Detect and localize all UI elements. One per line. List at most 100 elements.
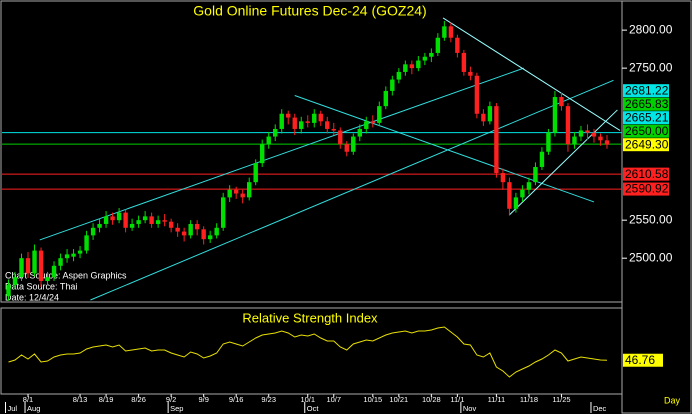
month-label: Dec xyxy=(593,404,607,413)
candle-body xyxy=(435,37,441,53)
candle-body xyxy=(591,132,597,137)
candle-body xyxy=(12,277,18,285)
candle-body xyxy=(474,75,480,114)
candle-body xyxy=(422,56,428,61)
candle-body xyxy=(266,136,271,145)
candle-body xyxy=(260,144,265,164)
level-label: 2610.58 xyxy=(625,167,669,181)
candle-body xyxy=(181,231,187,236)
note: Chart Source: Aspen Graphics xyxy=(5,270,127,280)
candle-body xyxy=(25,258,31,274)
candle-body xyxy=(129,223,135,228)
candle-body xyxy=(526,182,532,190)
x-tick-label: 9/2 xyxy=(166,395,176,404)
month-label: Nov xyxy=(463,404,477,413)
candle-body xyxy=(429,52,434,57)
candle-body xyxy=(247,182,252,198)
axis-panel xyxy=(621,0,692,414)
rsi-label-bg xyxy=(623,353,663,367)
candle-body xyxy=(110,216,115,221)
candle-body xyxy=(507,182,512,209)
candle-body xyxy=(572,136,577,145)
candle-body xyxy=(585,130,590,133)
candle-body xyxy=(194,223,200,230)
candle-body xyxy=(38,250,44,281)
x-tick-label: 11/18 xyxy=(520,395,538,404)
x-tick-label: 9/9 xyxy=(198,395,208,404)
candle-body xyxy=(51,265,57,278)
trend-line xyxy=(39,67,524,241)
candle-body xyxy=(123,212,128,228)
candle-body xyxy=(598,136,603,141)
level-label-bg xyxy=(623,97,669,111)
candle-body xyxy=(390,79,395,91)
candle-body xyxy=(253,163,258,183)
x-unit: Day xyxy=(664,395,681,405)
rsi-line xyxy=(8,326,608,378)
x-tick-label: 10/1 xyxy=(300,395,315,404)
candle-body xyxy=(292,117,297,129)
x-tick-label: 8/13 xyxy=(73,395,88,404)
level-label-bg xyxy=(623,111,669,125)
level-label-bg xyxy=(623,124,669,138)
candle-body xyxy=(71,253,76,257)
level-label: 2590.92 xyxy=(625,182,669,196)
trend-line xyxy=(90,79,614,301)
candle-body xyxy=(344,144,349,152)
candle-body xyxy=(273,128,278,137)
candle-body xyxy=(19,258,24,278)
candle-body xyxy=(305,121,310,123)
level-label-bg xyxy=(623,182,669,196)
candle-body xyxy=(84,235,89,251)
y-tick-label: 2800.00 xyxy=(629,22,673,36)
candle-body xyxy=(64,254,70,259)
candle-body xyxy=(546,132,551,152)
candle-body xyxy=(77,250,83,254)
candle-body xyxy=(325,121,330,129)
candle-body xyxy=(403,64,408,72)
candle-body xyxy=(103,216,109,224)
y-tick-label: 2500.00 xyxy=(629,250,673,264)
candle-body xyxy=(149,216,154,224)
candle-body xyxy=(364,121,369,129)
candle-body xyxy=(377,106,382,123)
month-label: Aug xyxy=(27,404,40,413)
level-label-bg xyxy=(623,84,669,98)
trend-line xyxy=(294,95,595,203)
candle-body xyxy=(500,173,506,183)
rsi-title: Relative Strength Index xyxy=(242,310,378,325)
candle-body xyxy=(383,90,389,107)
candle-body xyxy=(32,250,37,274)
level-label-bg xyxy=(623,167,669,181)
candle-body xyxy=(58,258,63,266)
candle-body xyxy=(513,197,519,209)
candle-body xyxy=(299,121,304,129)
x-tick-label: 11/11 xyxy=(488,395,506,404)
candle-body xyxy=(6,284,11,297)
x-tick-label: 11/1 xyxy=(450,395,464,404)
candle-body xyxy=(559,97,564,107)
candle-body xyxy=(168,221,174,228)
candle-body xyxy=(162,220,167,222)
month-label: Sep xyxy=(170,404,183,413)
candle-body xyxy=(455,37,460,53)
level-label-bg xyxy=(623,138,669,152)
candle-body xyxy=(481,113,486,122)
x-tick-label: 9/16 xyxy=(229,395,244,404)
level-label: 2650.00 xyxy=(625,124,669,138)
candle-body xyxy=(175,227,180,232)
candle-body xyxy=(351,136,356,152)
month-label: Oct xyxy=(307,404,320,413)
x-tick-label: 8/19 xyxy=(99,395,114,404)
candle-body xyxy=(45,277,50,281)
x-tick-label: 8/1 xyxy=(23,395,33,404)
candle-body xyxy=(214,227,219,236)
candle-body xyxy=(520,189,525,198)
candle-body xyxy=(97,223,102,228)
note: Date: 12/4/24 xyxy=(5,292,59,302)
candle-body xyxy=(136,220,141,224)
candle-body xyxy=(338,130,343,145)
x-tick-label: 10/15 xyxy=(363,395,382,404)
price-panel xyxy=(0,0,623,303)
